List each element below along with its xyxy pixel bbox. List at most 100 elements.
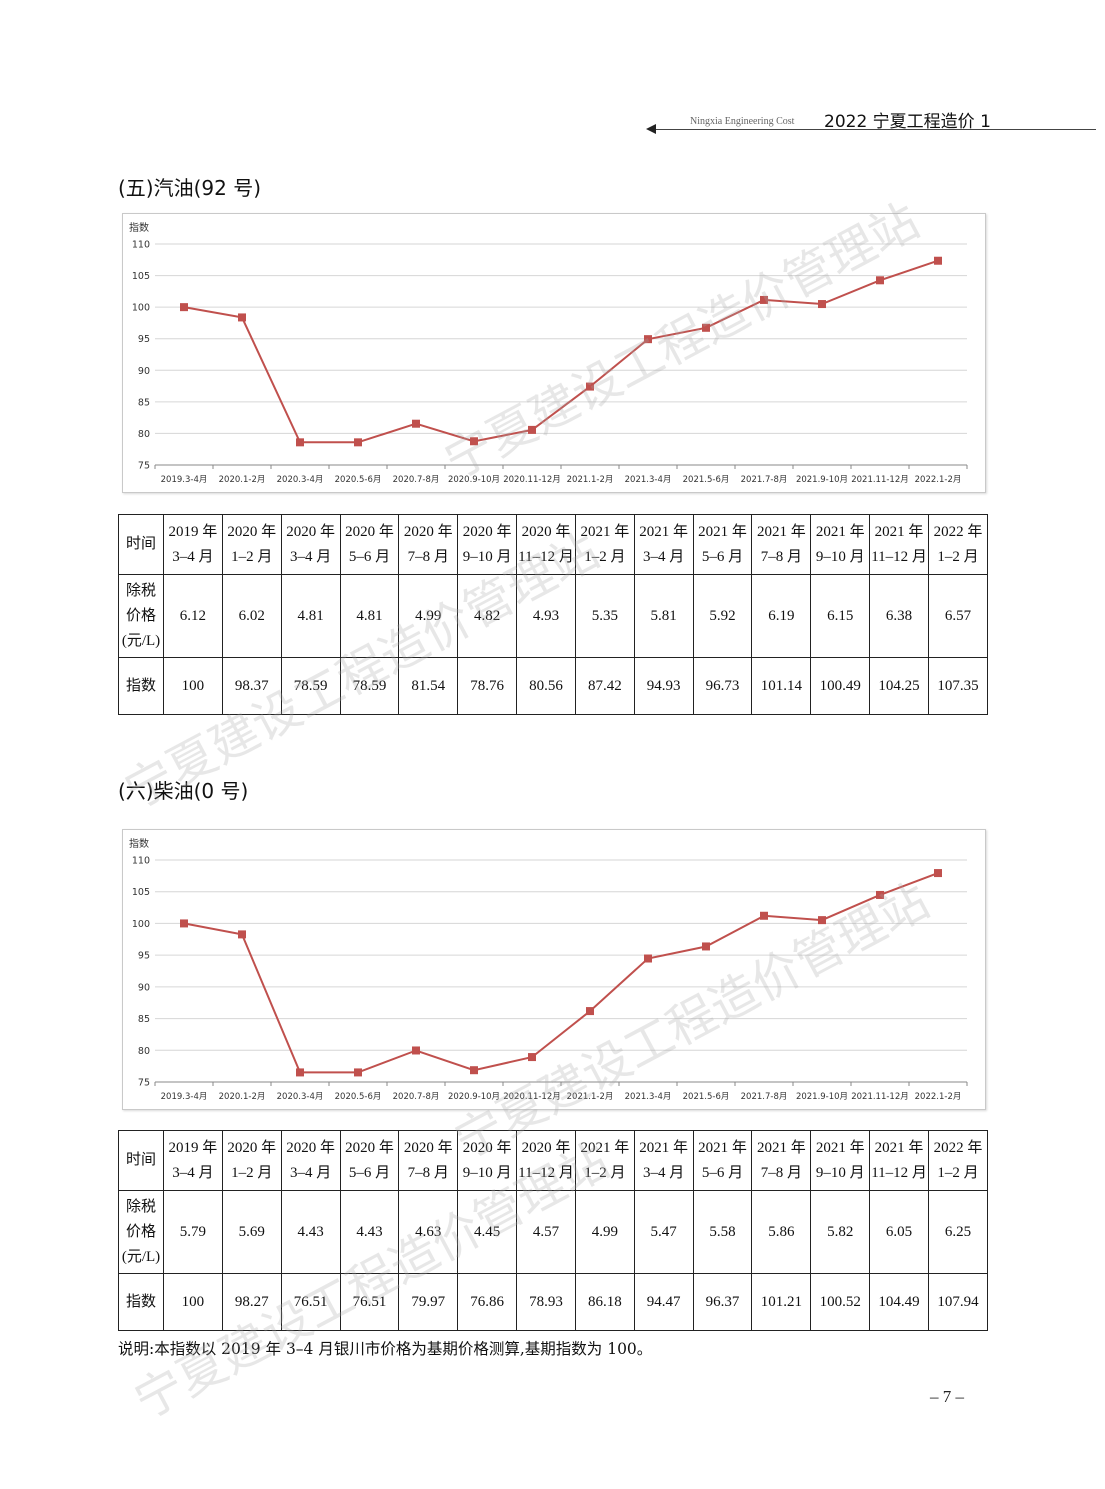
data-point [818,916,826,925]
index-cell: 100.52 [810,1273,871,1331]
period-cell: 2020 年 9–10 月 [457,514,518,575]
x-tick-label: 2021.5-6月 [683,1092,730,1102]
price-cell: 4.99 [574,1190,635,1274]
data-point [412,419,420,428]
period-year: 2020 年 [521,1139,571,1156]
index-cell: 76.86 [457,1273,518,1331]
period-year: 2019 年 [168,1139,218,1156]
y-tick-label: 105 [132,271,150,282]
period-year: 2019 年 [168,523,218,540]
x-tick-label: 2021.11-12月 [851,1092,909,1102]
period-cell: 2020 年 9–10 月 [457,1130,518,1191]
x-tick-label: 2020.9-10月 [448,475,500,485]
period-cell: 2021 年 3–4 月 [633,514,694,575]
price-cell: 6.57 [927,574,989,658]
index-cell: 78.76 [457,657,518,715]
price-cell: 4.45 [457,1190,518,1274]
x-tick-label: 2020.1-2月 [219,475,266,485]
price-label-line: (元/L) [121,1248,161,1265]
price-label-line: 除税 [125,582,156,599]
x-tick-label: 2021.3-4月 [625,475,672,485]
x-tick-label: 2021.9-10月 [796,475,848,485]
period-months: 7–8 月 [760,1164,802,1181]
price-cell: 4.81 [280,574,341,658]
index-cell: 96.73 [692,657,753,715]
period-year: 2021 年 [698,1139,747,1156]
period-year: 2020 年 [345,523,394,540]
period-cell: 2020 年 11–12 月 [516,514,576,575]
table-row: 时间 2019 年 3–4 月 2020 年 1–2 月 2020 年 3–4 月 2020 … [118,1130,989,1191]
section-title-gasoline: (五)汽油(92 号) [118,176,262,200]
price-cell: 5.35 [574,574,635,658]
period-cell: 2020 年 7–8 月 [398,514,459,575]
row-header-time: 时间 [118,1130,164,1191]
x-tick-label: 2020.5-6月 [335,1092,382,1102]
price-cell: 5.92 [692,574,753,658]
x-tick-label: 2022.1-2月 [915,475,962,485]
period-year: 2021 年 [756,523,806,540]
row-header-index: 指数 [118,657,164,715]
period-year: 2020 年 [403,1139,453,1156]
table-gasoline: 时间 2019 年 3–4 月 2020 年 1–2 月 2020 年 3–4 月 2020 … [118,514,989,715]
period-months: 1–2 月 [937,548,979,565]
period-year: 2021 年 [815,523,865,540]
y-tick-label: 85 [138,397,150,408]
data-point [586,382,594,391]
data-point [876,890,884,899]
x-tick-label: 2020.11-12月 [503,1092,561,1102]
period-cell: 2021 年 11–12 月 [869,514,929,575]
y-tick-label: 90 [138,366,150,377]
period-months: 11–12 月 [518,1164,574,1181]
data-point [760,295,768,304]
table-diesel: 时间 2019 年 3–4 月 2020 年 1–2 月 2020 年 3–4 月 2020 … [118,1130,989,1331]
index-cell: 81.54 [398,657,459,715]
period-months: 11–12 月 [871,1164,927,1181]
period-year: 2021 年 [698,523,747,540]
row-header-time: 时间 [118,514,164,575]
data-point [180,303,188,312]
x-tick-label: 2020.7-8月 [393,475,440,485]
price-cell: 5.79 [163,1190,223,1274]
x-tick-label: 2021.11-12月 [851,475,909,485]
x-tick-label: 2021.7-8月 [741,475,788,485]
chart-gasoline: 指数 75 80 85 90 95 100 105 110 2019.3-4月 2020.1-2月 2… [122,213,986,493]
price-cell: 5.47 [633,1190,694,1274]
chart-gasoline-svg: 指数 75 80 85 90 95 100 105 110 2019.3-4月 2020.1-2月 2… [129,221,968,485]
index-cell: 107.35 [927,657,989,715]
x-tick-label: 2022.1-2月 [915,1092,962,1102]
period-cell: 2020 年 1–2 月 [221,1130,282,1191]
period-year: 2020 年 [462,1139,512,1156]
index-cell: 78.93 [516,1273,576,1331]
y-axis-label: 指数 [129,221,149,234]
period-year: 2020 年 [286,1139,335,1156]
index-cell: 94.47 [633,1273,694,1331]
index-cell: 87.42 [574,657,635,715]
period-year: 2020 年 [227,1139,277,1156]
index-cell: 96.37 [692,1273,753,1331]
y-tick-label: 80 [138,429,150,440]
x-tick-label: 2021.3-4月 [625,1092,672,1102]
y-tick-label: 80 [138,1046,150,1057]
y-tick-label: 75 [138,461,150,472]
index-cell: 104.49 [869,1273,929,1331]
price-cell: 4.81 [339,574,400,658]
x-tick-label: 2020.3-4月 [277,1092,324,1102]
index-cell: 76.51 [339,1273,400,1331]
price-cell: 4.57 [516,1190,576,1274]
index-cell: 78.59 [339,657,400,715]
period-cell: 2020 年 1–2 月 [221,514,282,575]
data-point [760,911,768,920]
price-cell: 5.86 [751,1190,812,1274]
index-cell: 79.97 [398,1273,459,1331]
period-cell: 2020 年 3–4 月 [280,514,341,575]
period-months: 1–2 月 [231,1164,273,1181]
price-cell: 6.05 [869,1190,929,1274]
period-cell: 2020 年 7–8 月 [398,1130,459,1191]
data-point [296,1068,304,1077]
data-point [644,954,652,963]
index-cell: 104.25 [869,657,929,715]
index-cell: 100.49 [810,657,871,715]
x-tick-label: 2020.9-10月 [448,1092,500,1102]
index-cell: 100 [163,1273,223,1331]
price-cell: 4.99 [398,574,459,658]
